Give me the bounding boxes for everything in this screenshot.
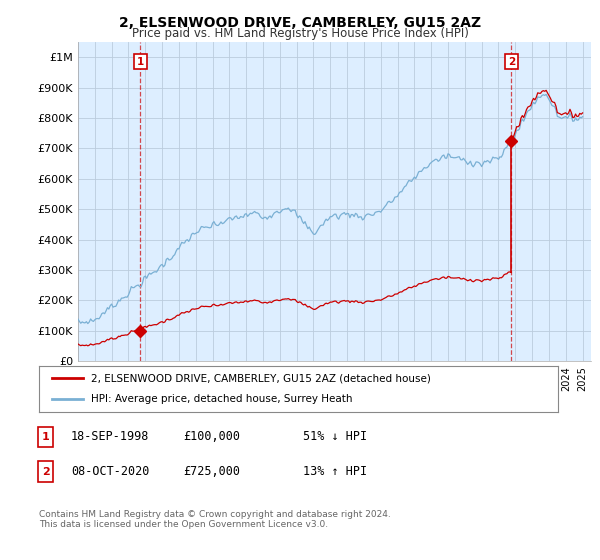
Text: £100,000: £100,000: [183, 430, 240, 444]
Text: Price paid vs. HM Land Registry's House Price Index (HPI): Price paid vs. HM Land Registry's House …: [131, 27, 469, 40]
Text: 1: 1: [137, 57, 144, 67]
Text: HPI: Average price, detached house, Surrey Heath: HPI: Average price, detached house, Surr…: [91, 394, 352, 404]
Text: 13% ↑ HPI: 13% ↑ HPI: [303, 465, 367, 478]
Text: 08-OCT-2020: 08-OCT-2020: [71, 465, 149, 478]
Text: 2: 2: [42, 466, 49, 477]
Text: Contains HM Land Registry data © Crown copyright and database right 2024.
This d: Contains HM Land Registry data © Crown c…: [39, 510, 391, 529]
Text: 2, ELSENWOOD DRIVE, CAMBERLEY, GU15 2AZ: 2, ELSENWOOD DRIVE, CAMBERLEY, GU15 2AZ: [119, 16, 481, 30]
Text: 18-SEP-1998: 18-SEP-1998: [71, 430, 149, 444]
Text: 51% ↓ HPI: 51% ↓ HPI: [303, 430, 367, 444]
Text: 2: 2: [508, 57, 515, 67]
Text: 1: 1: [42, 432, 49, 442]
Text: £725,000: £725,000: [183, 465, 240, 478]
Text: 2, ELSENWOOD DRIVE, CAMBERLEY, GU15 2AZ (detached house): 2, ELSENWOOD DRIVE, CAMBERLEY, GU15 2AZ …: [91, 373, 431, 383]
